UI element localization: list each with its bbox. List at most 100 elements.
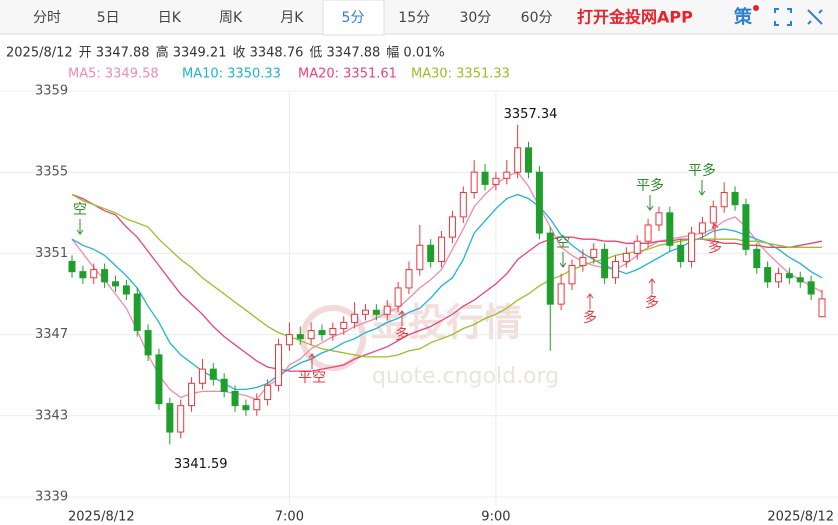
candle-body — [655, 212, 663, 226]
tab[interactable]: 30分 — [459, 10, 491, 26]
settings-button[interactable] — [807, 9, 823, 25]
candle-body — [166, 403, 174, 433]
signal-arrow — [308, 353, 316, 369]
info-item: 高 3349.21 — [156, 45, 227, 61]
candle-body — [79, 271, 87, 279]
candle-body — [666, 212, 674, 246]
info-item: 2025/8/12 — [6, 46, 73, 61]
strategy-button[interactable]: 策 — [734, 6, 753, 28]
candle-body — [242, 405, 250, 411]
candle-body — [285, 334, 293, 346]
candle-body — [546, 232, 554, 305]
candle-body — [492, 177, 500, 185]
candle-body — [318, 330, 326, 336]
candle-body — [818, 298, 826, 318]
signal-arrow — [398, 310, 406, 326]
trade-signal: 平多 — [688, 162, 716, 179]
trade-signal: 多 — [583, 309, 597, 326]
candle-body — [688, 232, 696, 263]
candle-body — [144, 330, 152, 356]
candle-body — [535, 171, 543, 234]
signal-arrow — [711, 223, 719, 239]
ma-legend: MA5: 3349.58 MA10: 3350.33 MA20: 3351.61 MA… — [68, 67, 510, 82]
y-tick-label: 3343 — [35, 408, 68, 423]
ma-line — [71, 193, 823, 372]
candle-body — [101, 269, 109, 283]
candle-body — [405, 269, 413, 289]
strategy-badge — [753, 5, 759, 11]
x-tick-label: 2025/8/12 — [767, 510, 834, 525]
candle-body — [438, 236, 446, 263]
info-item: 幅 0.01% — [386, 46, 444, 61]
candle-body — [329, 328, 337, 336]
candle-body — [514, 147, 522, 173]
candle-body — [264, 384, 272, 401]
brand-link[interactable]: 打开金投网APP — [577, 8, 693, 27]
active-tab-bg — [322, 0, 385, 36]
candle-body — [785, 273, 793, 279]
candle-body — [742, 204, 750, 250]
watermark: 金投行情 quote.cngold.org — [300, 301, 559, 389]
candle-body — [361, 309, 369, 315]
candle-body — [568, 265, 576, 285]
tab[interactable]: 周K — [219, 10, 243, 26]
trade-signal: 平多 — [636, 177, 664, 194]
candle-body — [372, 309, 380, 315]
legend-entry: MA20: 3351.61 — [298, 67, 397, 82]
tab[interactable]: 60分 — [521, 10, 553, 26]
y-tick-label: 3351 — [35, 246, 68, 261]
candle-body — [579, 256, 587, 267]
candle-body — [90, 269, 98, 279]
candle-body — [155, 354, 163, 405]
candle-body — [383, 305, 391, 315]
x-tick-label: 9:00 — [481, 510, 510, 525]
tab[interactable]: 5分 — [342, 10, 365, 26]
trade-signal: 空 — [556, 235, 570, 251]
trade-signal: 多 — [645, 294, 659, 311]
candle-body — [68, 261, 76, 273]
candle-body — [133, 293, 141, 332]
candle-body — [807, 281, 815, 295]
fullscreen-button[interactable] — [774, 8, 792, 26]
legend-entry: MA10: 3350.33 — [182, 67, 281, 82]
signal-arrow — [698, 180, 706, 196]
candle-body — [470, 171, 478, 193]
candle-body — [698, 222, 706, 234]
candle-body — [709, 206, 717, 224]
y-tick-label: 3339 — [35, 490, 68, 505]
candle-body — [633, 240, 641, 254]
trade-signal: 多 — [395, 326, 409, 343]
info-line: 2025/8/12 开 3347.88 高 3349.21 收 3348.76 低 33… — [6, 45, 445, 61]
candle-body — [796, 277, 804, 283]
candle-body — [340, 321, 348, 330]
candle-body — [590, 248, 598, 258]
tab[interactable]: 5日 — [97, 10, 120, 26]
candle-body — [731, 192, 739, 206]
candle-body — [525, 147, 533, 173]
trade-signal: 平空 — [298, 370, 326, 386]
candle-body — [231, 390, 239, 407]
candle-body — [188, 382, 196, 407]
candle-body — [677, 244, 685, 263]
candle-body — [503, 171, 511, 179]
signal-arrow — [646, 195, 654, 211]
watermark-url: quote.cngold.org — [372, 364, 559, 389]
signal-arrow — [559, 252, 567, 268]
candle-body — [753, 248, 761, 269]
tab[interactable]: 15分 — [398, 10, 430, 26]
candle-body — [427, 244, 435, 263]
candle-body — [177, 405, 185, 433]
candle-body — [394, 287, 402, 307]
candle-body — [764, 267, 772, 283]
y-tick-label: 3355 — [35, 165, 68, 180]
tab[interactable]: 月K — [280, 10, 304, 26]
candle-body — [557, 283, 565, 305]
min-label: 3341.59 — [174, 457, 228, 472]
tab[interactable]: 日K — [158, 10, 182, 26]
ma-line — [71, 193, 822, 358]
tab[interactable]: 分时 — [33, 10, 61, 26]
candle-body — [198, 368, 206, 384]
